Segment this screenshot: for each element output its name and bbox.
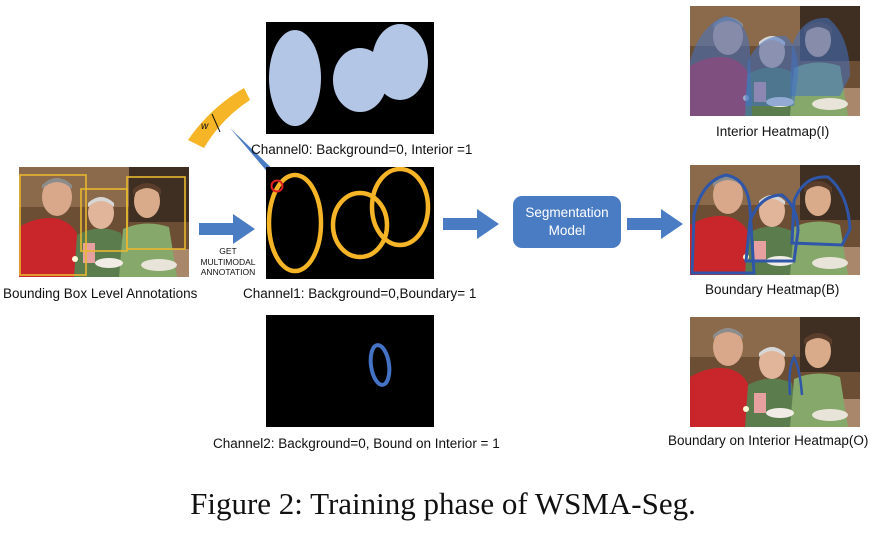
- boundary-right-person: [369, 167, 431, 248]
- boundary-on-interior-label: Boundary on Interior Heatmap(O): [668, 433, 869, 448]
- channel0-label: Channel0: Background=0, Interior =1: [251, 142, 473, 157]
- boundary-on-interior-photo: [690, 317, 860, 427]
- model-label-line1: Segmentation: [525, 204, 609, 220]
- boundary-heatmap-photo: [690, 165, 860, 275]
- channel2-panel: [266, 315, 434, 427]
- interior-heatmap-photo: [690, 6, 860, 116]
- bbox-right-person: [126, 176, 186, 250]
- interior-right-person: [372, 24, 428, 100]
- arrow-to-model: [443, 209, 499, 239]
- boundary-middle-person: [330, 190, 390, 260]
- arrow-get-annotation: [199, 214, 255, 244]
- input-photo: [19, 167, 189, 277]
- model-label-line2: Model: [548, 223, 586, 238]
- boundary-left-person: [266, 172, 324, 274]
- interior-heatmap-label: Interior Heatmap(I): [716, 124, 830, 139]
- arrow-to-outputs: [627, 209, 683, 239]
- channel2-label: Channel2: Background=0, Bound on Interio…: [213, 436, 500, 451]
- input-label: Bounding Box Level Annotations: [3, 286, 198, 301]
- channel0-panel: [266, 22, 434, 134]
- channel1-panel: [266, 167, 434, 279]
- get-annotation-note: GET MULTIMODAL ANNOTATION: [200, 246, 256, 278]
- zoom-highlight-circle: [270, 179, 284, 193]
- segmentation-model-box: Segmentation Model: [513, 196, 621, 248]
- boundary-heatmap-label: Boundary Heatmap(B): [705, 282, 840, 297]
- bound-on-interior-ring: [368, 343, 392, 387]
- interior-left-person: [269, 30, 321, 126]
- channel1-label: Channel1: Background=0,Boundary= 1: [243, 286, 477, 301]
- bbox-left-person: [19, 174, 87, 276]
- zoom-width-label: w: [201, 121, 209, 132]
- figure-caption: Figure 2: Training phase of WSMA-Seg.: [190, 486, 696, 521]
